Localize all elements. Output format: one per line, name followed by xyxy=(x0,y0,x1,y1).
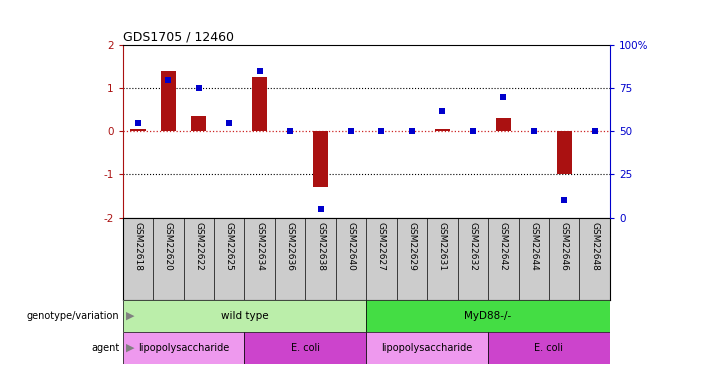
Point xyxy=(589,128,600,134)
Text: GSM22622: GSM22622 xyxy=(194,222,203,270)
Text: GSM22644: GSM22644 xyxy=(529,222,538,270)
Text: GSM22634: GSM22634 xyxy=(255,222,264,270)
Bar xyxy=(496,118,511,131)
Bar xyxy=(161,71,176,131)
Text: E. coli: E. coli xyxy=(534,343,564,353)
Bar xyxy=(123,332,245,364)
Text: GSM22642: GSM22642 xyxy=(499,222,508,270)
Text: GSM22646: GSM22646 xyxy=(559,222,569,270)
Text: GSM22620: GSM22620 xyxy=(164,222,173,270)
Bar xyxy=(435,129,450,131)
Bar xyxy=(313,131,328,188)
Text: GSM22618: GSM22618 xyxy=(133,222,142,271)
Point xyxy=(498,94,509,100)
Text: GSM22629: GSM22629 xyxy=(407,222,416,270)
Point xyxy=(437,108,448,114)
Text: GDS1705 / 12460: GDS1705 / 12460 xyxy=(123,31,233,44)
Point xyxy=(285,128,296,134)
Text: E. coli: E. coli xyxy=(291,343,320,353)
Text: GSM22631: GSM22631 xyxy=(438,222,447,271)
Point xyxy=(407,128,418,134)
Text: GSM22648: GSM22648 xyxy=(590,222,599,270)
Point xyxy=(163,76,174,82)
Bar xyxy=(367,300,610,332)
Text: MyD88-/-: MyD88-/- xyxy=(465,311,512,321)
Bar xyxy=(367,332,488,364)
Text: GSM22632: GSM22632 xyxy=(468,222,477,270)
Text: lipopolysaccharide: lipopolysaccharide xyxy=(138,343,229,353)
Point xyxy=(254,68,265,74)
Point xyxy=(193,85,205,91)
Text: GSM22636: GSM22636 xyxy=(285,222,294,271)
Text: GSM22625: GSM22625 xyxy=(225,222,233,270)
Point xyxy=(224,120,235,126)
Point xyxy=(346,128,357,134)
Text: genotype/variation: genotype/variation xyxy=(27,311,119,321)
Text: GSM22640: GSM22640 xyxy=(346,222,355,270)
Bar xyxy=(191,116,206,131)
Bar xyxy=(488,332,610,364)
Text: GSM22627: GSM22627 xyxy=(377,222,386,270)
Text: GSM22638: GSM22638 xyxy=(316,222,325,271)
Bar xyxy=(245,332,367,364)
Text: ▶: ▶ xyxy=(126,311,135,321)
Text: ▶: ▶ xyxy=(126,343,135,353)
Bar xyxy=(130,129,146,131)
Point xyxy=(315,206,326,212)
Point xyxy=(468,128,479,134)
Point xyxy=(559,197,570,203)
Point xyxy=(376,128,387,134)
Bar xyxy=(252,77,267,131)
Bar xyxy=(123,300,367,332)
Text: wild type: wild type xyxy=(221,311,268,321)
Point xyxy=(132,120,144,126)
Text: agent: agent xyxy=(91,343,119,353)
Text: lipopolysaccharide: lipopolysaccharide xyxy=(381,343,472,353)
Bar xyxy=(557,131,572,174)
Point xyxy=(528,128,539,134)
